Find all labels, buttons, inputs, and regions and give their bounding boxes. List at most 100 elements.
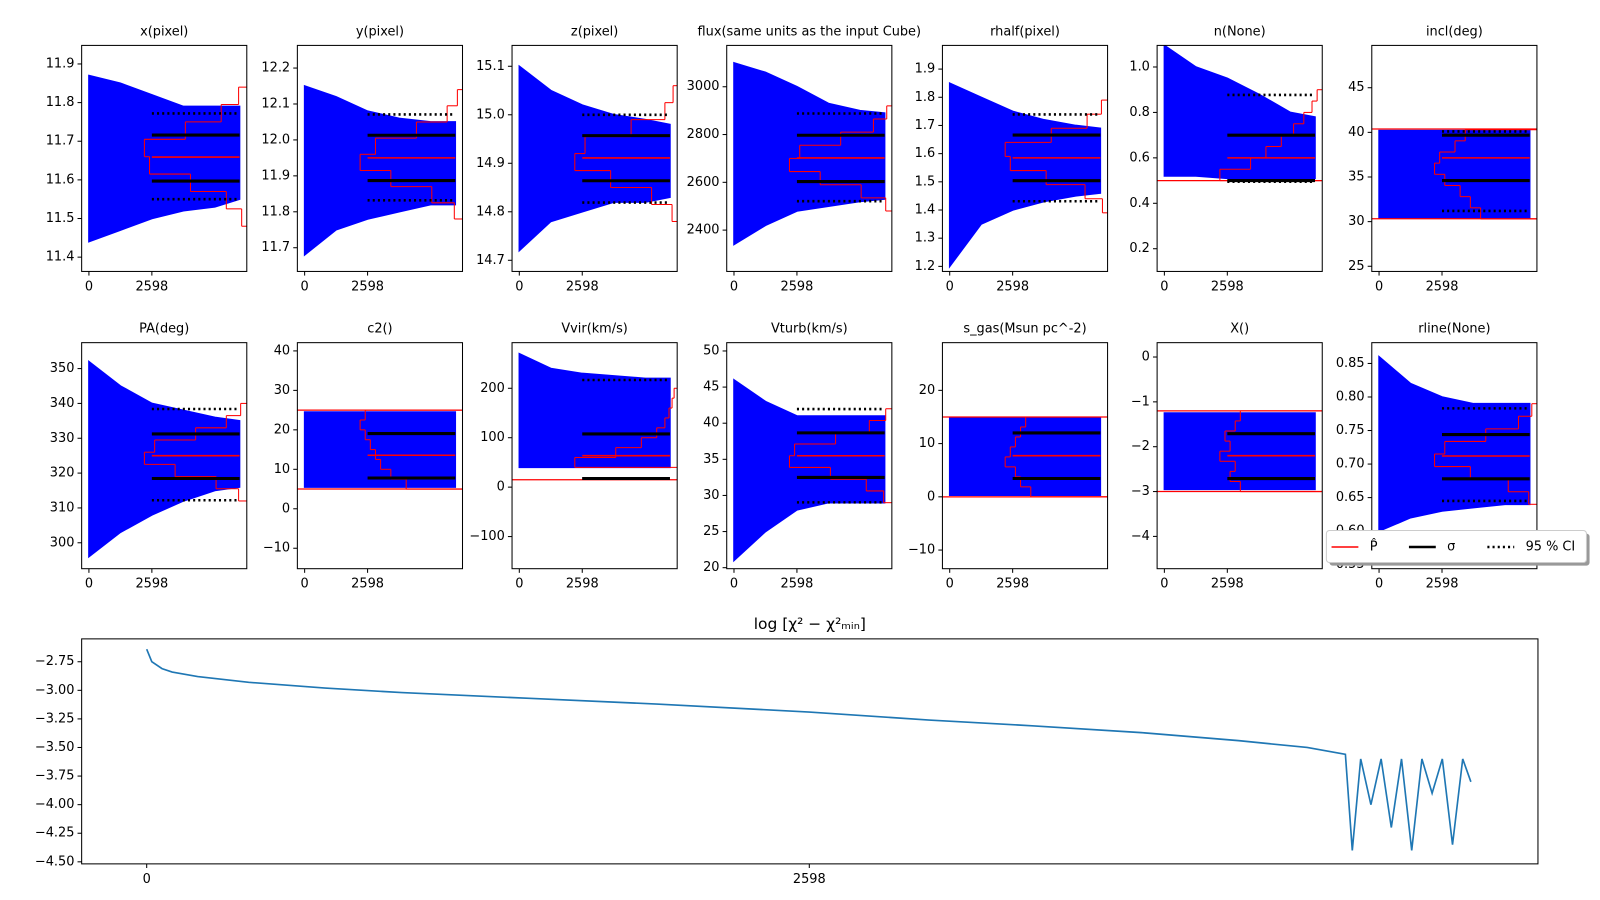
plot-area: [88, 360, 241, 559]
trace-band: [948, 417, 1102, 497]
axes-frame: [726, 44, 893, 272]
y-tick-label: 200: [480, 381, 505, 396]
y-tick-label: −10: [263, 541, 290, 556]
y-tick-label: 15.0: [476, 107, 505, 122]
y-tick-label: 14.8: [476, 204, 505, 219]
axes-frame: [1371, 44, 1538, 272]
x-tick-label: 0: [143, 872, 151, 887]
panel-title: rline(None): [1418, 322, 1490, 337]
panel-title: Vvir(km/s): [561, 322, 627, 337]
y-tick-label: 1.3: [915, 231, 936, 246]
y-tick-label: 11.9: [46, 56, 75, 71]
axes-frame: [81, 638, 1539, 865]
x-tick-label: 2598: [781, 577, 814, 592]
x-tick-label: 2598: [781, 279, 814, 294]
x-tick-label: 0: [301, 577, 309, 592]
plot-area: [948, 81, 1102, 269]
trace-band: [88, 360, 241, 559]
axes-frame: [81, 44, 248, 272]
x-tick-label: 0: [85, 577, 93, 592]
trace-band: [1378, 355, 1531, 533]
y-tick-label: −100: [469, 529, 504, 544]
y-tick-label: 12.1: [261, 96, 290, 111]
y-tick-label: −2: [1131, 439, 1150, 454]
axes-frame: [1371, 342, 1538, 570]
x-tick-label: 2598: [996, 577, 1029, 592]
panel-title: z(pixel): [571, 24, 618, 39]
y-tick-label: 40: [274, 343, 290, 358]
plot-area: [733, 378, 886, 563]
y-tick-label: 11.7: [261, 240, 290, 255]
y-tick-label: −4.50: [35, 854, 75, 869]
plot-area: [733, 61, 886, 246]
y-tick-label: 11.7: [46, 134, 75, 149]
y-tick-label: 40: [1348, 125, 1364, 140]
legend: P̂ σ 95 % CI: [1325, 529, 1590, 566]
y-tick-label: 10: [919, 436, 935, 451]
panel-title: s_gas(Msun pc^-2): [963, 322, 1086, 337]
y-tick-label: 1.0: [1129, 59, 1150, 74]
axes-frame: [941, 342, 1109, 570]
y-tick-label: 310: [50, 500, 75, 515]
y-tick-label: 0.8: [1129, 105, 1150, 120]
panel-title: flux(same units as the input Cube): [698, 24, 921, 39]
panel-title: rhalf(pixel): [990, 24, 1060, 39]
y-tick-label: 1.9: [915, 62, 936, 77]
y-tick-label: 1.4: [915, 203, 936, 218]
y-tick-label: 12.2: [261, 61, 290, 76]
axes-frame: [296, 44, 464, 272]
x-tick-label: 2598: [566, 279, 599, 294]
trace-band: [948, 81, 1102, 269]
axes-frame: [1156, 342, 1323, 570]
y-tick-label: 300: [50, 535, 75, 550]
x-tick-label: 0: [301, 279, 309, 294]
x-tick-label: 0: [730, 279, 738, 294]
axes-frame: [511, 342, 678, 570]
panel-title: y(pixel): [356, 24, 404, 39]
x-tick-label: 2598: [351, 279, 384, 294]
trace-band: [733, 61, 886, 246]
axes-frame: [81, 342, 248, 570]
trace-band: [1378, 129, 1531, 219]
y-tick-label: 30: [274, 383, 290, 398]
trace-band: [1163, 412, 1316, 491]
plot-area: [512, 352, 678, 481]
legend-label: σ: [1447, 540, 1455, 555]
x-tick-label: 2598: [793, 872, 826, 887]
x-tick-label: 2598: [135, 279, 168, 294]
x-tick-label: 0: [1160, 577, 1168, 592]
y-tick-label: −4.00: [35, 797, 75, 812]
x-tick-label: 0: [515, 279, 523, 294]
x-tick-label: 0: [1375, 279, 1383, 294]
y-tick-label: 30: [1348, 214, 1364, 229]
y-tick-label: 11.8: [46, 95, 75, 110]
legend-label: 95 % CI: [1526, 540, 1576, 555]
y-tick-label: 35: [1348, 169, 1364, 184]
panel-title: log [χ² − χ²ₘᵢₙ]: [754, 615, 866, 633]
x-tick-label: 0: [946, 279, 954, 294]
panel-title: c2(): [367, 322, 392, 337]
y-tick-label: 0.85: [1336, 356, 1365, 371]
y-tick-label: 20: [703, 560, 719, 575]
x-tick-label: 0: [946, 577, 954, 592]
y-tick-label: 35: [703, 452, 719, 467]
y-tick-label: 320: [50, 466, 75, 481]
y-tick-label: 1.2: [915, 259, 936, 274]
y-tick-label: 40: [703, 416, 719, 431]
trace-band: [518, 352, 671, 469]
y-tick-label: −3.25: [35, 711, 75, 726]
x-tick-label: 0: [730, 577, 738, 592]
x-tick-label: 2598: [1426, 279, 1459, 294]
trace-band: [88, 74, 241, 243]
axes-frame: [511, 44, 678, 272]
x-tick-label: 2598: [135, 577, 168, 592]
y-tick-label: 11.4: [46, 250, 75, 265]
y-tick-label: 45: [703, 380, 719, 395]
panel-title: Vturb(km/s): [771, 322, 848, 337]
plot-area: [942, 416, 1108, 498]
y-tick-label: 30: [703, 488, 719, 503]
y-tick-label: 1.7: [915, 118, 936, 133]
x-tick-label: 2598: [351, 577, 384, 592]
x-tick-label: 2598: [1426, 577, 1459, 592]
